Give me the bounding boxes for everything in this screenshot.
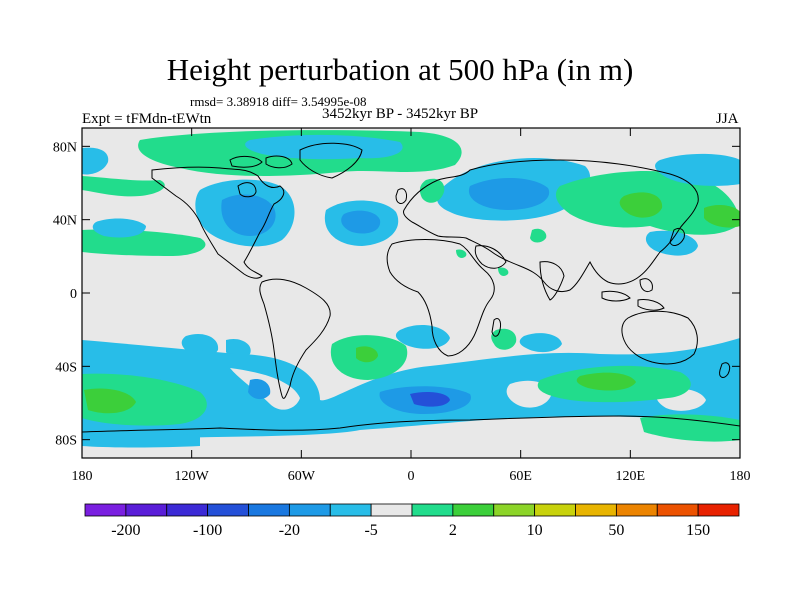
contour-cyan-topleft — [82, 147, 109, 175]
colorbar-label: 50 — [608, 522, 624, 539]
season-label: JJA — [716, 111, 739, 127]
colorbar-swatch — [411, 503, 454, 517]
colorbar-swatch — [248, 503, 290, 517]
coastlines — [82, 142, 740, 433]
contour-cyan-spot-c — [395, 324, 450, 349]
contour-cyan-spot-e — [519, 333, 562, 353]
contour-gray-antarctic — [82, 416, 740, 458]
experiment-label: Expt = tFMdn-tEWtn — [82, 111, 212, 127]
colorbar-label: -5 — [364, 522, 377, 539]
lat-tick-label: 40S — [55, 360, 77, 375]
colorbar-label: -20 — [279, 522, 300, 539]
contour-green-antarctic-right — [640, 414, 740, 442]
colorbar-swatch — [656, 503, 699, 517]
map-title: Height perturbation at 500 hPa (in m) — [166, 52, 634, 87]
lat-tick-label: 80S — [55, 434, 77, 449]
lat-tick-label: 0 — [70, 287, 77, 302]
colorbar-label: 2 — [449, 522, 457, 539]
contour-cyan-antarctic-left — [82, 431, 200, 448]
longitude-axis: 180 120W 60W 0 60E 120E 180 — [72, 128, 751, 484]
coast-north-america — [151, 166, 285, 279]
lon-tick-label: 120E — [616, 469, 646, 484]
colorbar-swatch — [125, 503, 168, 517]
coast-greenland — [299, 142, 363, 179]
lat-tick-label: 80N — [53, 140, 77, 155]
coast-africa — [386, 239, 495, 357]
coast-australia — [621, 310, 698, 365]
contour-green-spot-b — [498, 267, 509, 276]
coast-arctic-islands — [229, 155, 293, 169]
lon-tick-label: 60E — [509, 469, 532, 484]
colorbar-label: -100 — [193, 522, 222, 539]
colorbar-swatch — [166, 503, 209, 517]
contour-fills — [82, 130, 740, 458]
lon-tick-label: 60W — [288, 469, 316, 484]
colorbar-swatch — [493, 503, 536, 517]
contour-yellowgreen-spacific — [84, 388, 136, 414]
coast-eurasia — [403, 159, 699, 293]
contour-green-med — [530, 228, 547, 243]
contour-cyan-topright — [655, 153, 740, 186]
colorbar-label: -200 — [111, 522, 140, 539]
contour-blue-atlantic — [341, 210, 381, 234]
colorbar-swatch — [288, 503, 331, 517]
contour-darkblue-satlantic — [410, 392, 450, 407]
lon-tick-label: 180 — [730, 469, 751, 484]
coast-india — [539, 261, 565, 301]
contour-cyan-japan — [645, 230, 698, 256]
colorbar-swatch — [370, 503, 413, 517]
contour-yellowgreen-sindian — [576, 372, 636, 391]
stats-text: rmsd= 3.38918 diff= 3.54995e-08 — [190, 94, 367, 109]
colorbar-label: 150 — [686, 522, 710, 539]
contour-blue-eurasia — [468, 177, 550, 210]
colorbar-swatch — [452, 503, 495, 517]
colorbar-swatch — [575, 503, 617, 517]
contour-green-spot-d — [491, 328, 517, 350]
contour-blue-namerica — [221, 194, 276, 236]
contour-green-europe — [419, 178, 445, 203]
colorbar-swatch — [329, 503, 372, 517]
coast-madagascar — [491, 317, 501, 337]
colorbar-swatch — [534, 503, 576, 517]
colorbar-swatch — [207, 503, 249, 517]
lat-tick-label: 40N — [53, 214, 77, 229]
period-label: 3452kyr BP - 3452kyr BP — [322, 106, 479, 122]
colorbar-swatch — [84, 503, 127, 517]
colorbar-label: 10 — [527, 522, 543, 539]
contour-green-leftnorth — [82, 176, 165, 197]
lon-tick-label: 180 — [72, 469, 93, 484]
colorbar-swatch — [615, 503, 658, 517]
contour-cyan-arctic — [245, 134, 403, 160]
lon-tick-label: 120W — [175, 469, 210, 484]
coast-new-zealand — [719, 362, 731, 378]
coast-se-asia-islands — [601, 278, 665, 311]
colorbar: -200 -100 -20 -5 2 10 50 150 — [84, 503, 740, 539]
contour-yellowgreen-satlantic — [356, 346, 378, 363]
coast-uk — [395, 188, 407, 204]
coast-hudson-bay — [237, 182, 257, 198]
colorbar-swatch — [697, 503, 740, 517]
lon-tick-label: 0 — [408, 469, 415, 484]
contour-green-spot-a — [456, 249, 467, 258]
coast-japan — [669, 227, 685, 246]
contour-yellowgreen-asia — [619, 192, 663, 218]
contour-blue-spac — [248, 378, 271, 400]
coast-arabia — [474, 245, 507, 269]
contour-yellowgreen-npacific — [704, 205, 740, 228]
latitude-axis: 80N 40N 0 40S 80S — [53, 140, 740, 449]
contour-cyan-pacific-n — [92, 218, 146, 238]
coast-south-america — [259, 278, 331, 399]
coast-antarctica — [82, 415, 740, 433]
